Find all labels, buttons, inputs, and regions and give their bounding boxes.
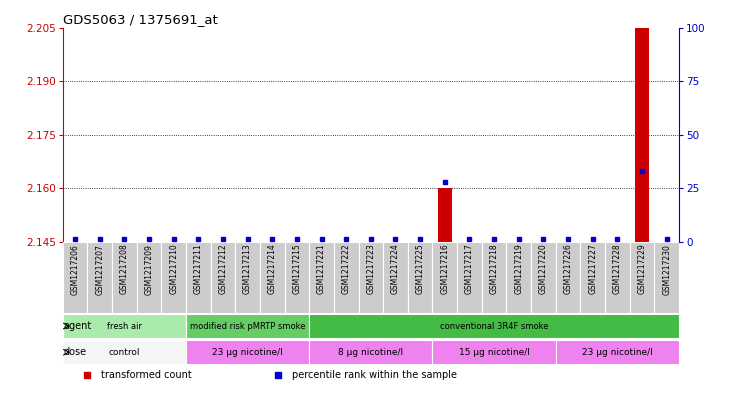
Bar — [63, 340, 186, 364]
Text: 15 μg nicotine/l: 15 μg nicotine/l — [458, 348, 530, 357]
Text: 23 μg nicotine/l: 23 μg nicotine/l — [213, 348, 283, 357]
Bar — [309, 340, 432, 364]
Text: GSM1217222: GSM1217222 — [342, 244, 351, 294]
Text: 23 μg nicotine/l: 23 μg nicotine/l — [582, 348, 652, 357]
Text: GSM1217215: GSM1217215 — [292, 244, 301, 294]
Text: GSM1217229: GSM1217229 — [638, 244, 646, 294]
Bar — [556, 340, 679, 364]
Bar — [235, 242, 260, 313]
Bar — [605, 242, 630, 313]
Bar — [359, 242, 383, 313]
Text: fresh air: fresh air — [107, 321, 142, 331]
Bar — [112, 242, 137, 313]
Text: GSM1217227: GSM1217227 — [588, 244, 597, 294]
Text: GSM1217208: GSM1217208 — [120, 244, 129, 294]
Bar — [580, 242, 605, 313]
Bar — [87, 242, 112, 313]
Text: GSM1217223: GSM1217223 — [366, 244, 376, 294]
Text: GDS5063 / 1375691_at: GDS5063 / 1375691_at — [63, 13, 218, 26]
Bar — [210, 242, 235, 313]
Bar — [162, 242, 186, 313]
Bar — [556, 242, 580, 313]
Bar — [137, 242, 162, 313]
Bar — [635, 28, 649, 242]
Text: GSM1217217: GSM1217217 — [465, 244, 474, 294]
Text: GSM1217226: GSM1217226 — [564, 244, 573, 294]
Bar — [186, 340, 309, 364]
Bar — [63, 314, 186, 338]
Bar — [383, 242, 408, 313]
Bar — [309, 314, 679, 338]
Text: GSM1217211: GSM1217211 — [194, 244, 203, 294]
Text: GSM1217207: GSM1217207 — [95, 244, 104, 295]
Text: modified risk pMRTP smoke: modified risk pMRTP smoke — [190, 321, 306, 331]
Text: GSM1217220: GSM1217220 — [539, 244, 548, 294]
Text: GSM1217219: GSM1217219 — [514, 244, 523, 294]
Bar — [655, 242, 679, 313]
Text: conventional 3R4F smoke: conventional 3R4F smoke — [440, 321, 548, 331]
Bar — [63, 242, 87, 313]
Text: GSM1217228: GSM1217228 — [613, 244, 622, 294]
Text: GSM1217225: GSM1217225 — [415, 244, 424, 294]
Text: agent: agent — [63, 321, 92, 331]
Text: transformed count: transformed count — [101, 370, 192, 380]
Text: dose: dose — [63, 347, 86, 357]
Bar — [260, 242, 285, 313]
Text: percentile rank within the sample: percentile rank within the sample — [292, 370, 457, 380]
Bar — [432, 340, 556, 364]
Bar — [186, 242, 210, 313]
Text: control: control — [108, 348, 140, 357]
Bar — [531, 242, 556, 313]
Text: GSM1217216: GSM1217216 — [441, 244, 449, 294]
Text: GSM1217212: GSM1217212 — [218, 244, 227, 294]
Bar — [506, 242, 531, 313]
Text: GSM1217209: GSM1217209 — [145, 244, 154, 295]
Bar — [408, 242, 432, 313]
Text: 8 μg nicotine/l: 8 μg nicotine/l — [338, 348, 404, 357]
Bar — [186, 314, 309, 338]
Bar — [630, 242, 655, 313]
Bar — [285, 242, 309, 313]
Text: GSM1217214: GSM1217214 — [268, 244, 277, 294]
Bar — [438, 188, 452, 242]
Bar — [432, 242, 457, 313]
Bar — [309, 242, 334, 313]
Text: GSM1217221: GSM1217221 — [317, 244, 326, 294]
Bar — [334, 242, 359, 313]
Bar — [482, 242, 506, 313]
Text: GSM1217224: GSM1217224 — [391, 244, 400, 294]
Text: GSM1217230: GSM1217230 — [662, 244, 671, 295]
Text: GSM1217206: GSM1217206 — [71, 244, 80, 295]
Text: GSM1217210: GSM1217210 — [169, 244, 178, 294]
Bar — [457, 242, 482, 313]
Text: GSM1217218: GSM1217218 — [489, 244, 499, 294]
Text: GSM1217213: GSM1217213 — [243, 244, 252, 294]
